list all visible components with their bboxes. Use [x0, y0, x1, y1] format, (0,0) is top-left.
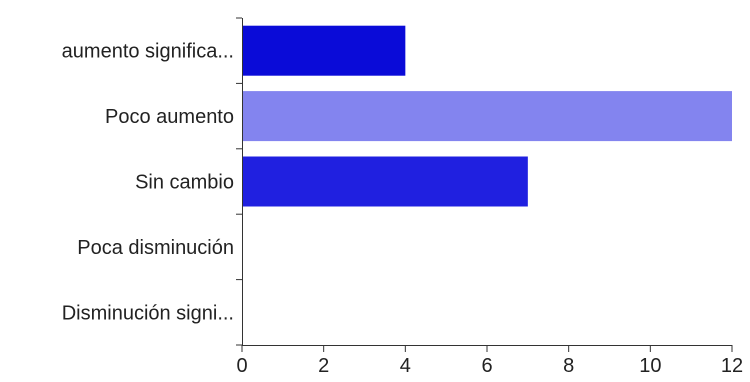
category-labels-layer: aumento significa... Poco aumento Sin camb…	[62, 41, 234, 325]
x-tick-labels-layer: 0 2 4 6 8 10 12	[236, 355, 743, 377]
category-label-1: Poco aumento	[105, 106, 234, 128]
bar-1	[242, 91, 732, 142]
x-tick-label-0: 0	[236, 355, 247, 377]
bar-2	[242, 156, 528, 207]
category-label-0: aumento significa...	[62, 41, 234, 63]
category-label-3: Poca disminución	[77, 237, 234, 259]
x-tick-label-6: 12	[721, 355, 743, 377]
x-tick-label-2: 4	[400, 355, 411, 377]
category-label-2: Sin cambio	[135, 172, 234, 194]
axes-layer	[236, 17, 733, 352]
x-tick-label-1: 2	[318, 355, 329, 377]
bar-0	[242, 25, 406, 76]
category-label-4: Disminución signi...	[62, 302, 234, 324]
x-tick-label-3: 6	[481, 355, 492, 377]
bars-layer	[242, 25, 732, 207]
x-tick-label-4: 8	[563, 355, 574, 377]
x-tick-label-5: 10	[639, 355, 661, 377]
